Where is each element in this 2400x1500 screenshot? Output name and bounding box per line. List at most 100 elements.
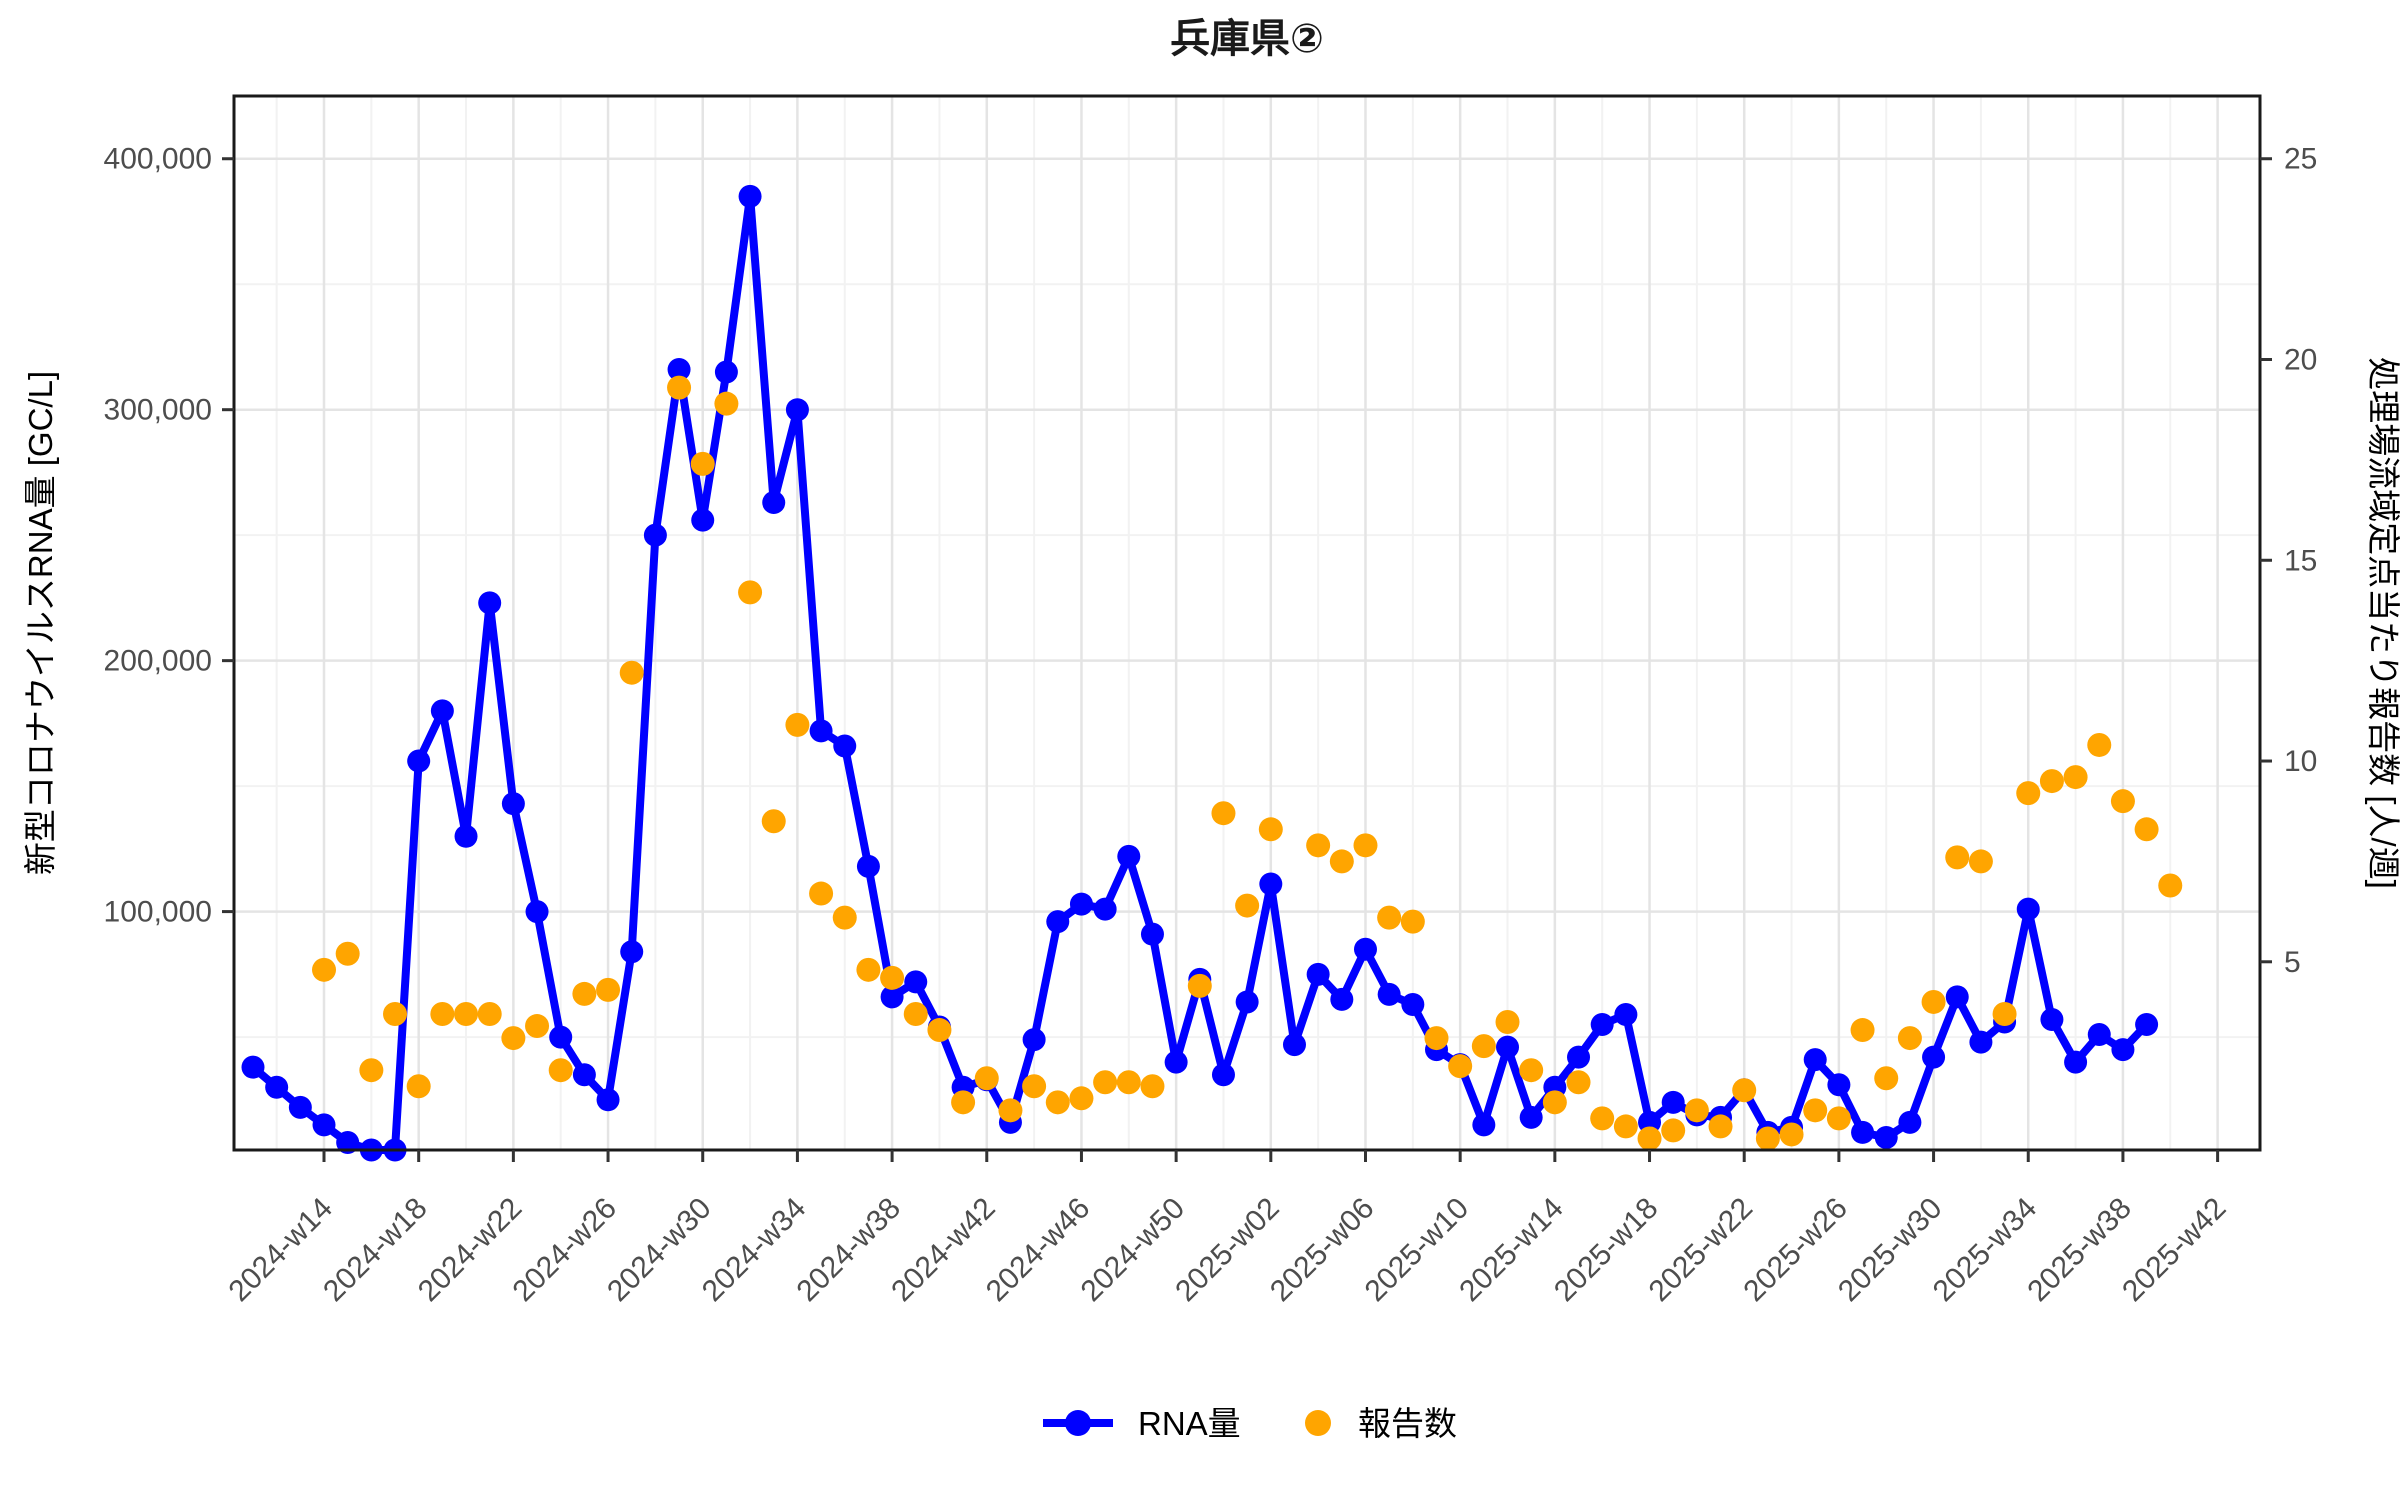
report-point — [312, 957, 337, 982]
rna-point — [809, 719, 833, 743]
rna-point — [596, 1088, 620, 1112]
y-right-tick-label: 25 — [2284, 143, 2317, 176]
rna-point — [241, 1055, 265, 1079]
report-point — [1826, 1106, 1851, 1131]
rna-point — [1211, 1063, 1235, 1087]
report-point — [359, 1058, 384, 1083]
report-point — [903, 1001, 928, 1026]
x-axis-tick-label: 2024-w34 — [696, 1192, 813, 1309]
report-point — [477, 1001, 502, 1026]
report-point — [1329, 849, 1354, 874]
report-point — [1471, 1034, 1496, 1059]
rna-point — [1969, 1030, 1993, 1054]
rna-point — [1330, 987, 1354, 1011]
y-right-axis-title: 処理場流域定点当たり報告数 [人/週] — [2365, 357, 2400, 889]
rna-point — [1803, 1048, 1827, 1072]
legend-item-rna: RNA量 — [1043, 1405, 1241, 1442]
legend-item-report: 報告数 — [1305, 1405, 1457, 1442]
report-point — [1045, 1090, 1070, 1115]
x-axis-tick-label: 2024-w38 — [791, 1192, 908, 1309]
report-point — [1779, 1122, 1804, 1147]
rna-point — [454, 824, 478, 848]
report-point — [856, 957, 881, 982]
rna-point — [1614, 1002, 1638, 1026]
report-point — [1353, 833, 1378, 858]
x-axis-tick-label: 2025-w34 — [1927, 1192, 2044, 1309]
y-right-tick-label: 10 — [2284, 745, 2317, 778]
report-point — [1684, 1098, 1709, 1123]
panel-border — [232, 94, 2262, 1152]
rna-point — [762, 491, 786, 515]
rna-point — [856, 854, 880, 878]
rna-point — [1282, 1033, 1306, 1057]
rna-point — [1851, 1120, 1875, 1144]
report-point — [2087, 732, 2112, 757]
report-point — [1566, 1070, 1591, 1095]
rna-point — [785, 398, 809, 422]
report-point — [1519, 1058, 1544, 1083]
report-point — [619, 660, 644, 685]
rna-point — [1046, 910, 1070, 934]
report-point — [1424, 1026, 1449, 1051]
plot-area: 2024-w142024-w182024-w222024-w262024-w30… — [104, 94, 2317, 1309]
report-point — [1140, 1074, 1165, 1099]
rna-point — [1235, 990, 1259, 1014]
rna-point — [738, 184, 762, 208]
y-left-tick-label: 400,000 — [104, 143, 212, 176]
x-axis-tick-label: 2025-w14 — [1453, 1192, 1570, 1309]
report-point — [1211, 801, 1236, 826]
report-point — [1306, 833, 1331, 858]
rna-point — [1519, 1105, 1543, 1129]
x-axis-tick-label: 2025-w26 — [1737, 1192, 1854, 1309]
report-point — [2158, 873, 2183, 898]
x-axis-tick-label: 2025-w30 — [1832, 1192, 1949, 1309]
y-left-tick-label: 200,000 — [104, 645, 212, 678]
rna-point — [667, 358, 691, 382]
rna-point — [2135, 1013, 2159, 1037]
x-axis-tick-label: 2024-w42 — [885, 1192, 1002, 1309]
rna-point — [833, 734, 857, 758]
report-point — [1921, 989, 1946, 1014]
report-point — [383, 1001, 408, 1026]
report-point — [1755, 1126, 1780, 1151]
rna-point — [1496, 1035, 1520, 1059]
x-axis-tick-label: 2025-w18 — [1548, 1192, 1665, 1309]
legend-report-dot-swatch — [1305, 1410, 1331, 1436]
report-point — [1803, 1098, 1828, 1123]
report-point — [785, 712, 810, 737]
report-point — [1992, 1001, 2017, 1026]
x-axis-tick-label: 2024-w30 — [601, 1192, 718, 1309]
report-point — [1613, 1114, 1638, 1139]
report-point — [1708, 1114, 1733, 1139]
rna-point — [1164, 1050, 1188, 1074]
report-point — [1542, 1090, 1567, 1115]
report-point — [406, 1074, 431, 1099]
rna-point — [691, 508, 715, 532]
report-point — [880, 965, 905, 990]
rna-point — [1377, 982, 1401, 1006]
report-point — [1235, 893, 1260, 918]
rna-point — [525, 900, 549, 924]
rna-point — [1590, 1013, 1614, 1037]
report-point — [1093, 1070, 1118, 1095]
rna-line — [250, 192, 2150, 1154]
y-right-tick-label: 20 — [2284, 344, 2317, 377]
rna-point — [430, 699, 454, 723]
y-right-tick-label: 15 — [2284, 544, 2317, 577]
report-point — [335, 941, 360, 966]
x-axis-tick-label: 2025-w06 — [1264, 1192, 1381, 1309]
rna-point — [880, 985, 904, 1009]
rna-point — [1069, 892, 1093, 916]
report-point — [2110, 789, 2135, 814]
rna-point — [643, 523, 667, 547]
rna-point — [2064, 1050, 2088, 1074]
rna-point — [2087, 1023, 2111, 1047]
x-axis-tick-label: 2024-w46 — [980, 1192, 1097, 1309]
rna-point — [2016, 897, 2040, 921]
report-point — [690, 451, 715, 476]
chart-title: 兵庫県② — [1170, 17, 1324, 61]
rna-point — [620, 940, 644, 964]
rna-point — [2040, 1008, 2064, 1032]
